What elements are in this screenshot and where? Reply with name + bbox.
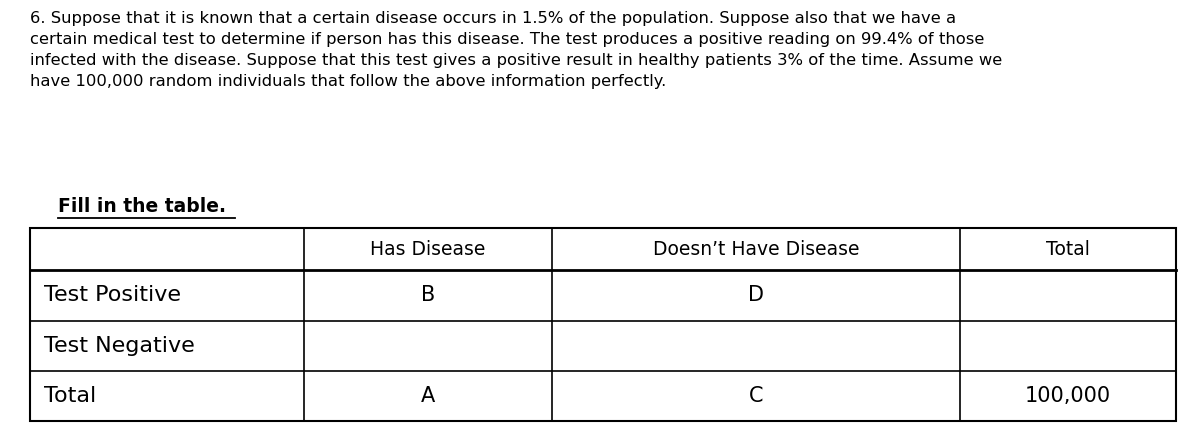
Text: 100,000: 100,000 — [1025, 386, 1111, 406]
Text: Fill in the table.: Fill in the table. — [58, 197, 226, 217]
Text: D: D — [748, 286, 764, 306]
Text: Test Negative: Test Negative — [44, 335, 196, 355]
Text: 6. Suppose that it is known that a certain disease occurs in 1.5% of the populat: 6. Suppose that it is known that a certa… — [30, 11, 1002, 89]
Bar — [30, 228, 1176, 421]
Text: Total: Total — [1046, 240, 1090, 259]
Text: Doesn’t Have Disease: Doesn’t Have Disease — [653, 240, 859, 259]
Text: Test Positive: Test Positive — [44, 286, 181, 306]
Text: A: A — [421, 386, 436, 406]
Text: C: C — [749, 386, 763, 406]
Text: Has Disease: Has Disease — [371, 240, 486, 259]
Text: B: B — [421, 286, 436, 306]
Text: Total: Total — [44, 386, 97, 406]
